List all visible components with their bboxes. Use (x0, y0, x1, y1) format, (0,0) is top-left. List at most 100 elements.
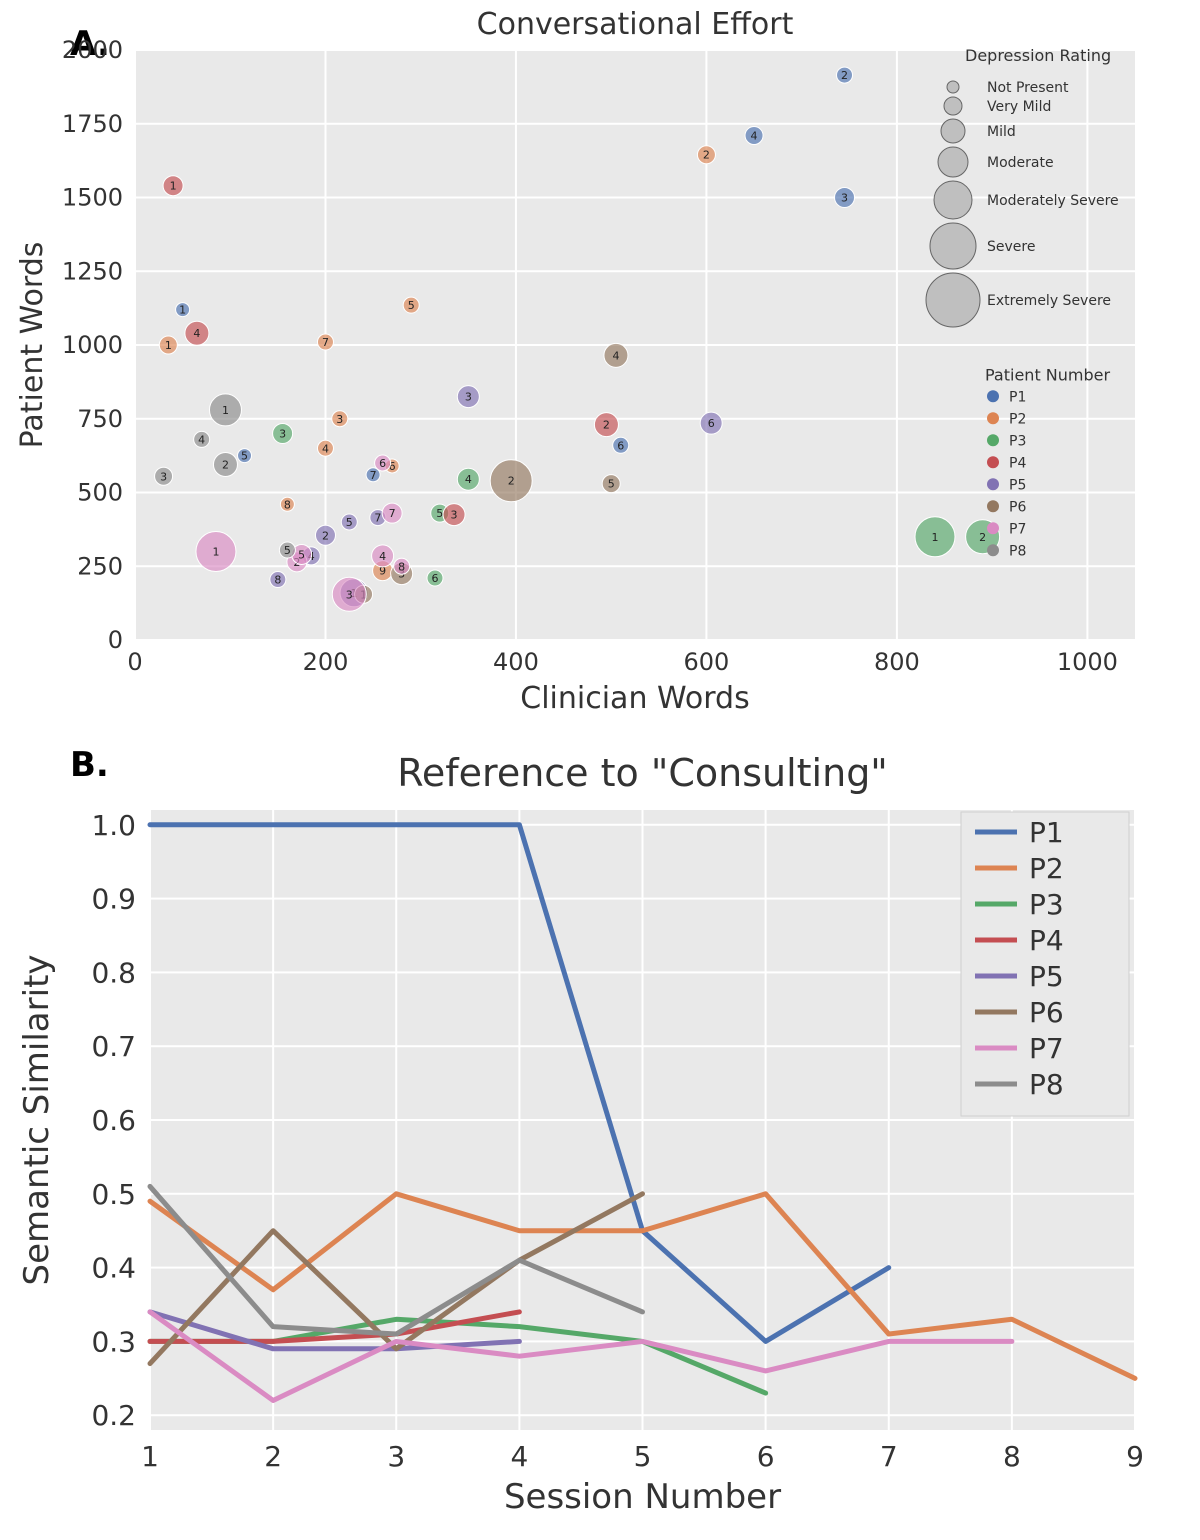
size-legend-label: Very Mild (987, 99, 1051, 115)
svg-text:4: 4 (510, 1440, 528, 1473)
svg-text:2: 2 (603, 419, 610, 432)
size-legend-title: Depression Rating (965, 46, 1111, 65)
size-legend-label: Severe (987, 239, 1035, 255)
svg-text:3: 3 (336, 413, 343, 426)
svg-text:0: 0 (127, 648, 142, 676)
svg-text:7: 7 (374, 512, 381, 525)
scatter-point: 4 (317, 440, 333, 456)
patient-legend-marker (987, 522, 999, 534)
patient-legend-marker (987, 412, 999, 424)
size-legend-label: Moderate (987, 155, 1054, 171)
patient-legend-marker (987, 500, 999, 512)
scatter-point: 4 (457, 468, 479, 490)
svg-text:6: 6 (379, 457, 386, 470)
size-legend-label: Mild (987, 124, 1016, 140)
svg-text:5: 5 (634, 1440, 652, 1473)
svg-text:2: 2 (222, 458, 229, 471)
scatter-point: 3 (457, 386, 479, 408)
scatter-point: 2 (594, 413, 618, 437)
svg-text:600: 600 (684, 648, 730, 676)
svg-text:0.6: 0.6 (91, 1104, 136, 1137)
svg-text:8: 8 (274, 574, 281, 587)
legend-series-label: P5 (1029, 960, 1064, 993)
svg-text:3: 3 (160, 470, 167, 483)
scatter-point: 5 (341, 514, 357, 530)
svg-text:6: 6 (432, 572, 439, 585)
svg-text:1750: 1750 (62, 110, 123, 138)
size-legend-marker (947, 81, 959, 93)
svg-text:750: 750 (77, 405, 123, 433)
scatter-point: 4 (745, 127, 763, 145)
svg-text:3: 3 (279, 428, 286, 441)
svg-text:2: 2 (703, 149, 710, 162)
patient-legend-marker (987, 544, 999, 556)
scatter-point: 1 (176, 303, 190, 317)
svg-text:7: 7 (880, 1440, 898, 1473)
scatter-point: 2 (697, 146, 715, 164)
svg-text:1250: 1250 (62, 257, 123, 285)
svg-text:800: 800 (874, 648, 920, 676)
svg-text:400: 400 (493, 648, 539, 676)
svg-text:1: 1 (170, 180, 177, 193)
patient-legend-label: P6 (1009, 499, 1026, 515)
scatter-point: 7 (382, 503, 402, 523)
scatter-point: 8 (280, 497, 294, 511)
svg-text:4: 4 (465, 473, 472, 486)
size-legend-label: Extremely Severe (987, 293, 1111, 309)
svg-text:2: 2 (322, 529, 329, 542)
svg-text:5: 5 (436, 507, 443, 520)
svg-text:6: 6 (708, 417, 715, 430)
svg-text:8: 8 (284, 498, 291, 511)
legend-series-label: P6 (1029, 996, 1064, 1029)
svg-text:1: 1 (141, 1440, 159, 1473)
scatter-point: 3 (835, 188, 855, 208)
svg-text:5: 5 (298, 548, 305, 561)
scatter-point: 5 (279, 542, 295, 558)
scatter-point: 6 (375, 455, 391, 471)
svg-text:1000: 1000 (1057, 648, 1118, 676)
scatter-point: 5 (602, 475, 620, 493)
svg-text:2: 2 (264, 1440, 282, 1473)
scatter-point: 4 (185, 321, 209, 345)
size-legend-marker (944, 97, 962, 115)
scatter-point: 5 (403, 297, 419, 313)
patient-legend-label: P7 (1009, 521, 1026, 537)
panel-b-title: Reference to "Consulting" (397, 751, 888, 795)
scatter-point: 3 (273, 424, 293, 444)
patient-legend-marker (987, 390, 999, 402)
svg-text:4: 4 (751, 130, 758, 143)
patient-legend-marker (987, 456, 999, 468)
panel-b-linechart: 1234567890.20.30.40.50.60.70.80.91.0Refe… (0, 740, 1200, 1540)
svg-text:4: 4 (612, 349, 619, 362)
scatter-point: 3 (332, 411, 348, 427)
scatter-point: 6 (613, 437, 629, 453)
svg-text:0.9: 0.9 (91, 883, 136, 916)
scatter-point: 7 (317, 334, 333, 350)
scatter-point: 2 (315, 525, 335, 545)
scatter-point: 3 (155, 467, 173, 485)
scatter-point: 1 (209, 394, 241, 426)
svg-text:1: 1 (222, 404, 229, 417)
svg-text:8: 8 (1003, 1440, 1021, 1473)
patient-legend-title: Patient Number (985, 365, 1110, 384)
svg-text:1000: 1000 (62, 331, 123, 359)
patient-legend-label: P3 (1009, 433, 1026, 449)
panel-b-ylabel: Semantic Similarity (17, 954, 57, 1285)
svg-text:3: 3 (387, 1440, 405, 1473)
size-legend-marker (938, 147, 968, 177)
scatter-point: 4 (194, 431, 210, 447)
patient-legend-label: P8 (1009, 543, 1026, 559)
svg-text:1500: 1500 (62, 184, 123, 212)
scatter-point: 2 (837, 67, 853, 83)
svg-text:250: 250 (77, 552, 123, 580)
svg-text:0.4: 0.4 (91, 1252, 136, 1285)
legend-series-label: P4 (1029, 924, 1064, 957)
svg-text:5: 5 (608, 478, 615, 491)
svg-text:4: 4 (379, 550, 386, 563)
size-legend-marker (926, 273, 980, 327)
svg-text:1: 1 (212, 546, 219, 559)
legend-series-label: P8 (1029, 1068, 1064, 1101)
svg-text:2: 2 (979, 531, 986, 544)
svg-text:7: 7 (389, 507, 396, 520)
scatter-point: 8 (270, 572, 286, 588)
